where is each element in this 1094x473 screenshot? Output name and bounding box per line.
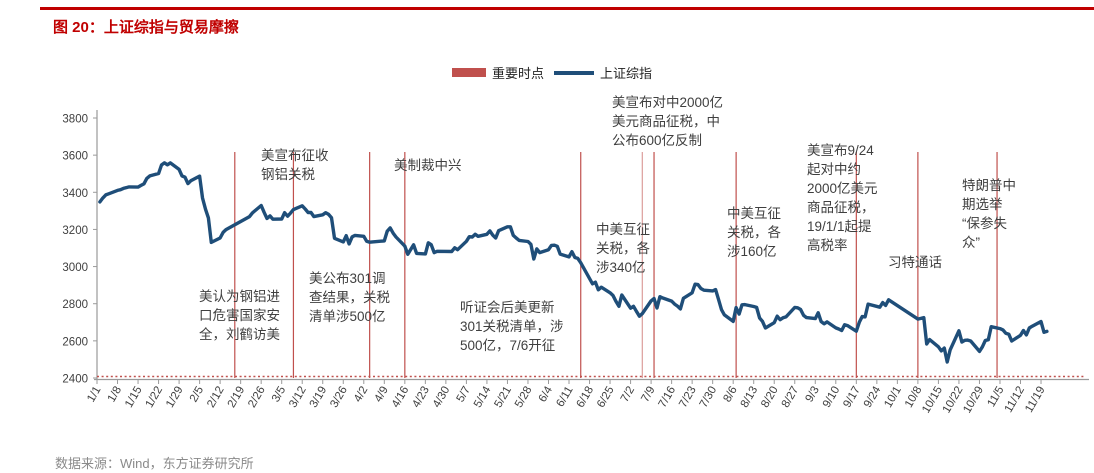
x-tick-label: 10/1 bbox=[882, 385, 904, 410]
y-tick-label: 2800 bbox=[62, 299, 88, 311]
event-annotation: 中美互征 关税，各 涉340亿 bbox=[596, 222, 650, 275]
x-tick-label: 11/19 bbox=[1023, 385, 1047, 415]
event-annotation: 中美互征 关税，各 涉160亿 bbox=[727, 206, 781, 259]
x-tick-label: 3/12 bbox=[287, 385, 309, 410]
legend-label-sse-index: 上证综指 bbox=[600, 66, 653, 81]
event-annotation: 听证会后美更新 301关税清单，涉 500亿，7/6开征 bbox=[460, 300, 564, 353]
y-tick-label: 3000 bbox=[62, 262, 88, 274]
y-tick-label: 3400 bbox=[62, 188, 88, 200]
sse-index-swatch bbox=[554, 70, 595, 75]
x-tick-label: 9/10 bbox=[821, 385, 843, 410]
x-tick-label: 1/29 bbox=[164, 385, 186, 410]
x-tick-label: 6/18 bbox=[575, 385, 597, 410]
x-tick-label: 9/17 bbox=[841, 385, 863, 410]
x-tick-label: 7/23 bbox=[677, 385, 699, 410]
y-tick-label: 2600 bbox=[62, 336, 88, 348]
x-tick-label: 8/27 bbox=[780, 385, 802, 410]
x-tick-label: 5/7 bbox=[455, 385, 473, 405]
y-tick-label: 3600 bbox=[62, 151, 88, 163]
x-tick-label: 1/1 bbox=[85, 385, 103, 405]
x-tick-label: 2/19 bbox=[226, 385, 248, 410]
title-rule bbox=[40, 7, 1094, 10]
x-tick-label: 2/26 bbox=[246, 385, 268, 410]
x-tick-label: 4/23 bbox=[410, 385, 432, 410]
x-tick-label: 11/5 bbox=[985, 385, 1006, 410]
x-tick-label: 3/5 bbox=[270, 385, 288, 405]
event-annotation: 美公布301调 查结果，关税 清单涉500亿 bbox=[309, 271, 390, 324]
event-annotation: 习特通话 bbox=[888, 255, 942, 270]
x-tick-label: 4/30 bbox=[431, 385, 453, 410]
x-tick-label: 6/11 bbox=[554, 385, 575, 410]
x-tick-label: 6/25 bbox=[595, 385, 617, 410]
y-tick-label: 3800 bbox=[62, 114, 88, 126]
x-tick-label: 9/24 bbox=[862, 384, 884, 410]
y-tick-label: 2400 bbox=[62, 374, 88, 386]
x-tick-label: 5/21 bbox=[492, 385, 514, 410]
x-tick-label: 4/16 bbox=[390, 385, 412, 410]
x-tick-label: 1/8 bbox=[106, 385, 124, 405]
x-tick-label: 6/4 bbox=[537, 384, 556, 404]
x-tick-label: 4/2 bbox=[352, 385, 370, 405]
x-tick-label: 7/2 bbox=[619, 385, 637, 405]
x-tick-label: 1/15 bbox=[123, 385, 145, 410]
event-annotation: 美宣布征收 钢铝关税 bbox=[261, 148, 329, 182]
x-tick-label: 7/9 bbox=[639, 385, 657, 405]
x-tick-label: 3/19 bbox=[308, 385, 330, 410]
y-tick-label: 3200 bbox=[62, 225, 88, 237]
x-tick-label: 4/9 bbox=[373, 385, 391, 405]
data-source: 数据来源：Wind，东方证券研究所 bbox=[55, 456, 254, 471]
event-annotation: 特朗普中 期选举 “保参失 众” bbox=[962, 178, 1016, 250]
chart-legend: 重要时点 上证综指 bbox=[452, 63, 652, 82]
x-tick-label: 2/5 bbox=[188, 385, 206, 405]
legend-item-sse-index: 上证综指 bbox=[554, 63, 652, 82]
legend-label-important-dates: 重要时点 bbox=[492, 66, 545, 81]
event-annotation: 美制裁中兴 bbox=[394, 158, 462, 173]
x-tick-label: 8/6 bbox=[721, 385, 739, 405]
figure-title: 图 20：上证综指与贸易摩擦 bbox=[53, 19, 239, 36]
x-tick-label: 8/20 bbox=[759, 385, 781, 410]
x-tick-label: 9/3 bbox=[803, 385, 821, 405]
x-tick-label: 7/16 bbox=[657, 385, 679, 410]
event-annotation: 美认为钢铝进 口危害国家安 全，刘鹤访美 bbox=[199, 289, 280, 342]
event-annotation: 美宣布对中2000亿 美元商品征税，中 公布600亿反制 bbox=[612, 95, 724, 148]
sse-index-line bbox=[98, 161, 1049, 364]
x-tick-label: 5/28 bbox=[513, 385, 535, 410]
important-dates-swatch bbox=[452, 68, 486, 77]
x-tick-label: 8/13 bbox=[739, 385, 761, 410]
x-tick-label: 1/22 bbox=[144, 385, 166, 410]
x-tick-label: 2/12 bbox=[205, 385, 227, 410]
x-tick-label: 3/26 bbox=[328, 385, 350, 410]
legend-item-important-dates: 重要时点 bbox=[452, 63, 544, 82]
x-tick-label: 7/30 bbox=[698, 385, 720, 410]
x-tick-label: 10/29 bbox=[961, 385, 986, 416]
x-tick-label: 5/14 bbox=[472, 384, 494, 410]
event-annotation: 美宣布9/24 起对中约 2000亿美元 商品征税， 19/1/1起提 高税率 bbox=[807, 143, 878, 253]
x-tick-label: 11/12 bbox=[1003, 385, 1027, 415]
